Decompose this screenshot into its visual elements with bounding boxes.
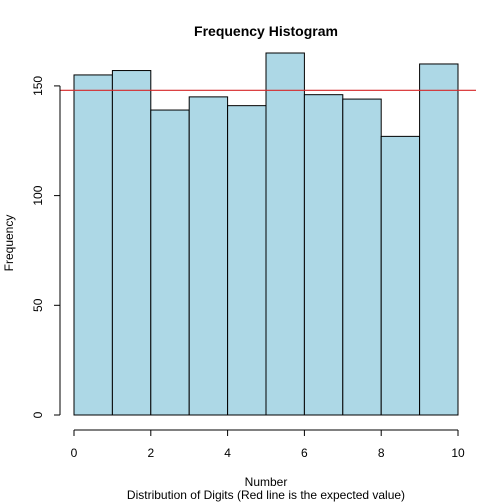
y-axis-label: Frequency xyxy=(2,215,16,272)
y-tick-label: 0 xyxy=(31,411,45,418)
chart-title: Frequency Histogram xyxy=(194,23,338,39)
histogram-bar xyxy=(111,70,152,416)
x-tick-label: 4 xyxy=(224,446,231,460)
y-axis: 0 50 100 150 xyxy=(31,76,61,418)
histogram-bar xyxy=(265,52,305,416)
histogram-bar xyxy=(73,74,113,416)
x-tick-label: 8 xyxy=(378,446,385,460)
histogram-bar xyxy=(342,98,382,416)
x-tick-label: 2 xyxy=(147,446,154,460)
histogram-bar xyxy=(227,105,267,416)
x-tick-label: 0 xyxy=(71,446,78,460)
histogram-bar xyxy=(303,94,344,416)
histogram-bar xyxy=(380,135,421,416)
histogram-bar xyxy=(150,109,190,416)
x-axis: 0 2 4 6 8 10 xyxy=(71,429,465,460)
histogram-bar xyxy=(188,96,229,416)
x-tick-label: 10 xyxy=(451,446,465,460)
x-axis-label: Number xyxy=(245,475,288,489)
y-tick-label: 150 xyxy=(31,76,45,96)
x-axis-sublabel: Distribution of Digits (Red line is the … xyxy=(127,488,405,502)
histogram-bar xyxy=(419,63,459,416)
y-tick-label: 100 xyxy=(31,185,45,205)
y-tick-label: 50 xyxy=(31,298,45,312)
bars-group xyxy=(73,52,459,416)
x-tick-label: 6 xyxy=(301,446,308,460)
